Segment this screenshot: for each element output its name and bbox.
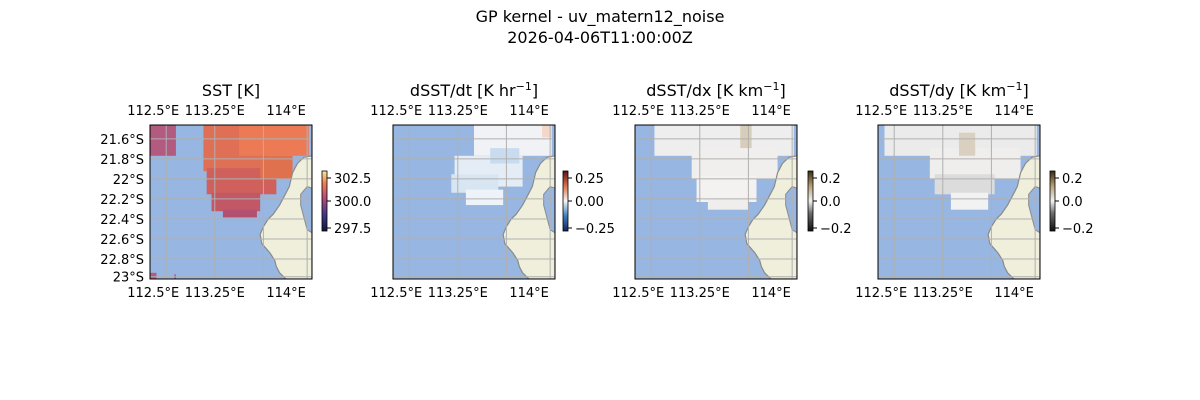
panel-title-tail: ]: [1022, 81, 1028, 100]
colorbar: [807, 170, 814, 232]
lat-tick-label: 22.6°S: [100, 233, 144, 248]
panels-group: SST [K] 112.5°E 112.5°E 113.25°E 113.25°E 114…: [100, 80, 1093, 301]
data-field-cell: [929, 148, 1021, 179]
lat-tick-label: 22.2°S: [100, 193, 144, 208]
lon-tick-label-top: 113.25°E: [185, 104, 245, 119]
colorbar: [1049, 170, 1056, 232]
lon-tick-label-bottom: 112.5°E: [370, 286, 422, 301]
bay-water: [1028, 186, 1040, 234]
colorbar: [562, 170, 569, 232]
map-panel-4: dSST/dy [K km−1] 112.5°E 112.5°E 113.25°E 11…: [855, 80, 1093, 301]
panel-title-exponent: −1: [1006, 80, 1022, 93]
data-field-cell: [239, 125, 309, 156]
data-field-cell: [211, 192, 261, 212]
lon-tick-label-top: 113.25°E: [670, 104, 730, 119]
lon-tick-label-top: 114°E: [509, 104, 549, 119]
data-field-cell: [542, 125, 552, 138]
colorbar-tick-label: −0.25: [575, 222, 615, 237]
lon-tick-label-top: 114°E: [994, 104, 1034, 119]
bay-water: [785, 186, 797, 234]
colorbar-tick-label: 0.25: [575, 172, 604, 187]
colorbar-tick-label: 297.5: [334, 222, 371, 237]
data-field-cell: [150, 272, 157, 279]
lon-tick-label-bottom: 113.25°E: [913, 286, 973, 301]
colorbar: [321, 170, 328, 232]
lon-tick-label-bottom: 113.25°E: [185, 286, 245, 301]
data-field-cell: [707, 198, 749, 210]
lon-tick-label-bottom: 114°E: [266, 286, 306, 301]
lon-tick-label-bottom: 114°E: [994, 286, 1034, 301]
data-field-cell: [490, 148, 520, 164]
data-field-cell: [260, 155, 293, 179]
figure-timestamp: 2026-04-06T11:00:00Z: [507, 28, 693, 47]
lat-tick-label: 22.4°S: [100, 213, 144, 228]
panel-title: SST [K]: [202, 81, 260, 100]
lon-tick-label-bottom: 114°E: [751, 286, 791, 301]
lon-tick-label-top: 112.5°E: [370, 104, 422, 119]
bay-water: [543, 186, 555, 234]
lon-tick-label-bottom: 112.5°E: [855, 286, 907, 301]
lon-tick-label-top: 112.5°E: [855, 104, 907, 119]
lon-tick-label-top: 112.5°E: [127, 104, 179, 119]
panel-title-exponent: −1: [763, 80, 779, 93]
lat-tick-label: 22.8°S: [100, 253, 144, 268]
data-field-cell: [150, 125, 176, 156]
data-field-cell: [959, 132, 976, 156]
lon-tick-label-top: 114°E: [751, 104, 791, 119]
bay-water: [300, 186, 312, 234]
colorbar-tick-label: 0.2: [820, 172, 841, 187]
lon-tick-label-bottom: 113.25°E: [428, 286, 488, 301]
data-field-cell: [934, 174, 995, 195]
lon-tick-label-top: 113.25°E: [913, 104, 973, 119]
colorbar-tick-label: 0.2: [1062, 172, 1083, 187]
colorbar-tick-label: 300.0: [334, 195, 371, 210]
lat-tick-label: 23°S: [113, 271, 144, 286]
map-frame: [392, 124, 556, 280]
data-field-cell: [691, 148, 778, 179]
panel-title-tail: ]: [532, 81, 538, 100]
lon-tick-label-bottom: 112.5°E: [612, 286, 664, 301]
data-field-cell: [222, 209, 257, 218]
map-frame: [149, 124, 313, 280]
lon-tick-label-top: 113.25°E: [428, 104, 488, 119]
lon-tick-label-bottom: 114°E: [509, 286, 549, 301]
panel-title-exponent: −1: [516, 80, 532, 93]
data-field-cell: [740, 125, 752, 149]
lat-tick-label: 21.8°S: [100, 153, 144, 168]
map-panel-1: SST [K] 112.5°E 112.5°E 113.25°E 113.25°E 114…: [100, 81, 371, 301]
data-field-cell: [696, 175, 757, 202]
lon-tick-label-bottom: 112.5°E: [127, 286, 179, 301]
map-panel-2: dSST/dt [K hr−1] 112.5°E 112.5°E 113.25°E 11…: [370, 80, 615, 301]
colorbar-tick-label: 0.0: [1062, 195, 1083, 210]
lon-tick-label-bottom: 113.25°E: [670, 286, 730, 301]
panel-title: dSST/dt [K hr−1]: [410, 80, 538, 100]
colorbar-tick-label: 0.00: [575, 195, 604, 210]
lat-tick-label: 21.6°S: [100, 133, 144, 148]
colorbar-tick-label: 0.0: [820, 195, 841, 210]
panel-title: dSST/dx [K km−1]: [646, 80, 785, 100]
lat-tick-label: 22°S: [113, 173, 144, 188]
map-frame: [877, 124, 1041, 280]
panel-title: dSST/dy [K km−1]: [889, 80, 1028, 100]
lon-tick-label-top: 112.5°E: [612, 104, 664, 119]
lon-tick-label-top: 114°E: [266, 104, 306, 119]
data-field-cell: [465, 189, 504, 206]
map-panel-3: dSST/dx [K km−1] 112.5°E 112.5°E 113.25°E 11…: [612, 80, 851, 301]
panel-title-tail: ]: [779, 81, 785, 100]
colorbar-tick-label: 302.5: [334, 172, 371, 187]
colorbar-tick-label: −0.2: [1062, 222, 1094, 237]
data-field-cell: [950, 192, 989, 210]
figure-title: GP kernel - uv_matern12_noise: [476, 7, 725, 27]
map-frame: [634, 124, 798, 280]
colorbar-tick-label: −0.2: [820, 222, 852, 237]
